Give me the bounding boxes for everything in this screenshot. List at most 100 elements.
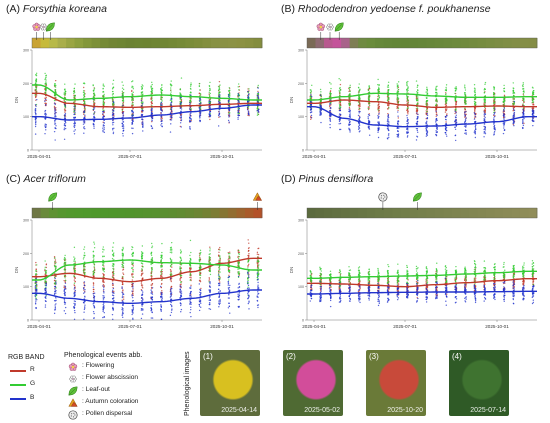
scatter-point-r (454, 112, 456, 115)
scatter-point-g (102, 246, 105, 248)
scatter-point-b (170, 119, 173, 121)
scatter-point-b (474, 127, 477, 129)
scatter-point-r (102, 283, 105, 286)
scatter-point-g (199, 107, 202, 109)
scatter-point-b (358, 124, 361, 127)
scatter-point-g (141, 252, 143, 254)
scatter-point-g (228, 105, 231, 108)
strip-segment (307, 38, 316, 48)
scatter-point-g (503, 106, 505, 108)
scatter-point-b (141, 294, 144, 296)
scatter-point-r (425, 112, 427, 114)
scatter-point-g (44, 280, 46, 283)
scatter-point-b (140, 317, 143, 320)
scatter-point-b (339, 122, 342, 125)
scatter-point-g (503, 98, 505, 100)
scatter-point-g (92, 251, 94, 253)
scatter-point-g (189, 91, 192, 93)
scatter-point-b (454, 126, 456, 129)
scatter-point-r (140, 282, 143, 284)
scatter-point-b (445, 119, 447, 121)
scatter-point-g (34, 282, 36, 285)
scatter-point-g (112, 93, 114, 95)
scatter-point-g (493, 94, 496, 96)
scatter-point-b (199, 99, 202, 101)
scatter-point-g (121, 81, 123, 83)
scatter-point-b (464, 119, 467, 122)
scatter-point-g (464, 91, 466, 94)
scatter-point-g (44, 82, 47, 85)
scatter-point-b (397, 122, 399, 125)
scatter-point-b (522, 124, 525, 127)
strip-segment (108, 38, 118, 48)
strip-segment (125, 208, 135, 218)
strip-segment (511, 38, 521, 48)
scatter-point-g (257, 106, 259, 108)
scatter-point-b (55, 297, 57, 299)
scatter-point-b (492, 123, 495, 125)
scatter-point-g (55, 267, 57, 269)
scatter-point-g (54, 262, 57, 265)
scatter-point-g (34, 273, 37, 276)
scatter-point-b (190, 94, 192, 96)
scatter-point-g (160, 90, 163, 92)
scatter-point-b (237, 93, 239, 95)
scatter-point-r (257, 90, 259, 93)
scatter-point-g (112, 254, 114, 256)
scatter-point-b (112, 294, 115, 297)
scatter-point-b (64, 113, 67, 115)
scatter-point-g (378, 96, 381, 98)
scatter-point-g (199, 94, 202, 96)
scatter-point-b (310, 114, 313, 117)
scatter-point-b (435, 123, 438, 125)
scatter-point-g (150, 87, 152, 89)
scatter-point-g (102, 251, 104, 253)
scatter-point-g (522, 107, 525, 110)
scatter-point-g (338, 103, 341, 106)
scatter-point-g (359, 89, 361, 91)
scatter-point-b (112, 308, 115, 310)
scatter-point-b (92, 303, 94, 305)
scatter-point-g (425, 102, 428, 105)
scatter-point-r (132, 265, 135, 267)
scatter-point-g (73, 275, 75, 277)
scatter-point-g (160, 260, 162, 262)
scatter-point-g (484, 95, 487, 97)
scatter-point-b (407, 119, 409, 121)
scatter-point-g (522, 83, 524, 86)
scatter-point-g (349, 90, 351, 93)
scatter-point-g (92, 89, 95, 92)
scatter-point-b (180, 116, 183, 118)
scatter-point-g (503, 90, 505, 92)
scatter-point-b (122, 104, 124, 107)
scatter-point-g (397, 81, 400, 83)
strip-segment (117, 208, 127, 218)
scatter-point-g (473, 100, 476, 103)
strip-segment (219, 208, 229, 218)
strip-segment (193, 38, 203, 48)
scatter-point-g (73, 110, 75, 113)
strip-segment (202, 38, 212, 48)
scatter-point-g (122, 262, 125, 265)
strip-segment (210, 208, 220, 218)
scatter-point-g (416, 107, 419, 109)
scatter-point-b (358, 127, 361, 129)
scatter-point-b (464, 118, 467, 120)
scatter-point-b (247, 95, 249, 98)
scatter-point-r (141, 272, 143, 275)
scatter-point-g (445, 84, 448, 86)
scatter-point-b (238, 101, 240, 104)
y-tick-label: 100 (298, 115, 304, 119)
scatter-point-b (533, 110, 535, 112)
scatter-point-b (93, 125, 95, 128)
scatter-point-g (103, 93, 105, 96)
scatter-point-b (377, 115, 379, 117)
scatter-point-g (237, 83, 240, 85)
scatter-point-r (339, 83, 342, 86)
scatter-point-g (121, 258, 124, 260)
scatter-point-b (426, 126, 428, 129)
scatter-point-b (160, 124, 162, 126)
scatter-point-b (122, 121, 125, 123)
